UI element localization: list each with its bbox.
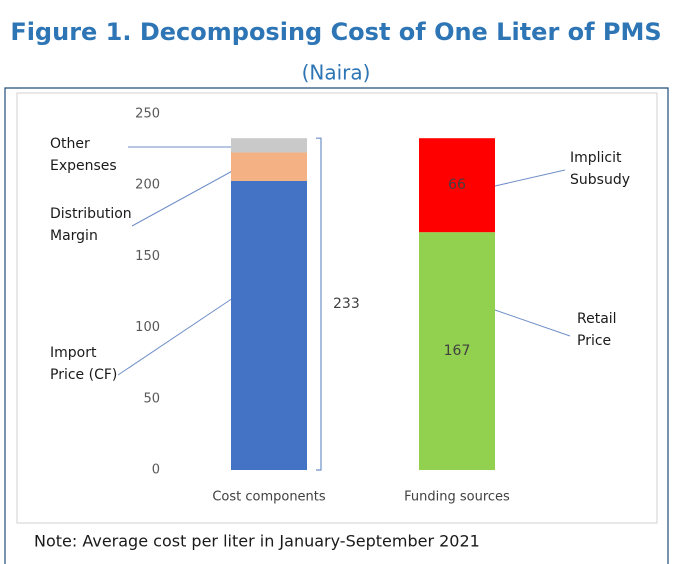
y-tick-label: 150: [135, 249, 160, 264]
frame: [4, 87, 669, 564]
y-tick-label: 0: [152, 463, 160, 478]
annotation: Other Expenses: [50, 136, 117, 174]
bar-segment: [231, 138, 307, 153]
y-tick-label: 200: [135, 178, 160, 193]
annotation: Implicit Subsudy: [570, 150, 630, 188]
leader-line: [117, 295, 237, 376]
leader-line: [494, 169, 566, 187]
annotation: Distribution Margin: [50, 206, 132, 244]
bar-segment: [231, 152, 307, 181]
leader-lines: [117, 146, 571, 376]
y-tick-label: 100: [135, 320, 160, 335]
bar-segment: [419, 232, 495, 470]
y-tick-label: 50: [143, 391, 160, 406]
data-label: 66: [448, 177, 466, 193]
leader-line: [494, 309, 571, 337]
total-label: 233: [333, 296, 360, 312]
plot-frame: [16, 92, 658, 524]
annotation: Retail Price: [577, 311, 617, 349]
note: Note: Average cost per liter in January-…: [34, 532, 480, 551]
data-label: 167: [444, 343, 471, 359]
bar-segment: [419, 138, 495, 233]
x-tick-label: Cost components: [212, 490, 326, 505]
x-tick-label: Funding sources: [404, 490, 510, 505]
y-tick-label: 250: [135, 107, 160, 122]
annotation: Import Price (CF): [50, 345, 118, 383]
chart-title: Figure 1. Decomposing Cost of One Liter …: [10, 18, 661, 46]
total-bracket: [316, 137, 322, 471]
leader-line: [131, 168, 237, 227]
bar-segment: [231, 180, 307, 471]
chart-subtitle: (Naira): [302, 61, 371, 85]
